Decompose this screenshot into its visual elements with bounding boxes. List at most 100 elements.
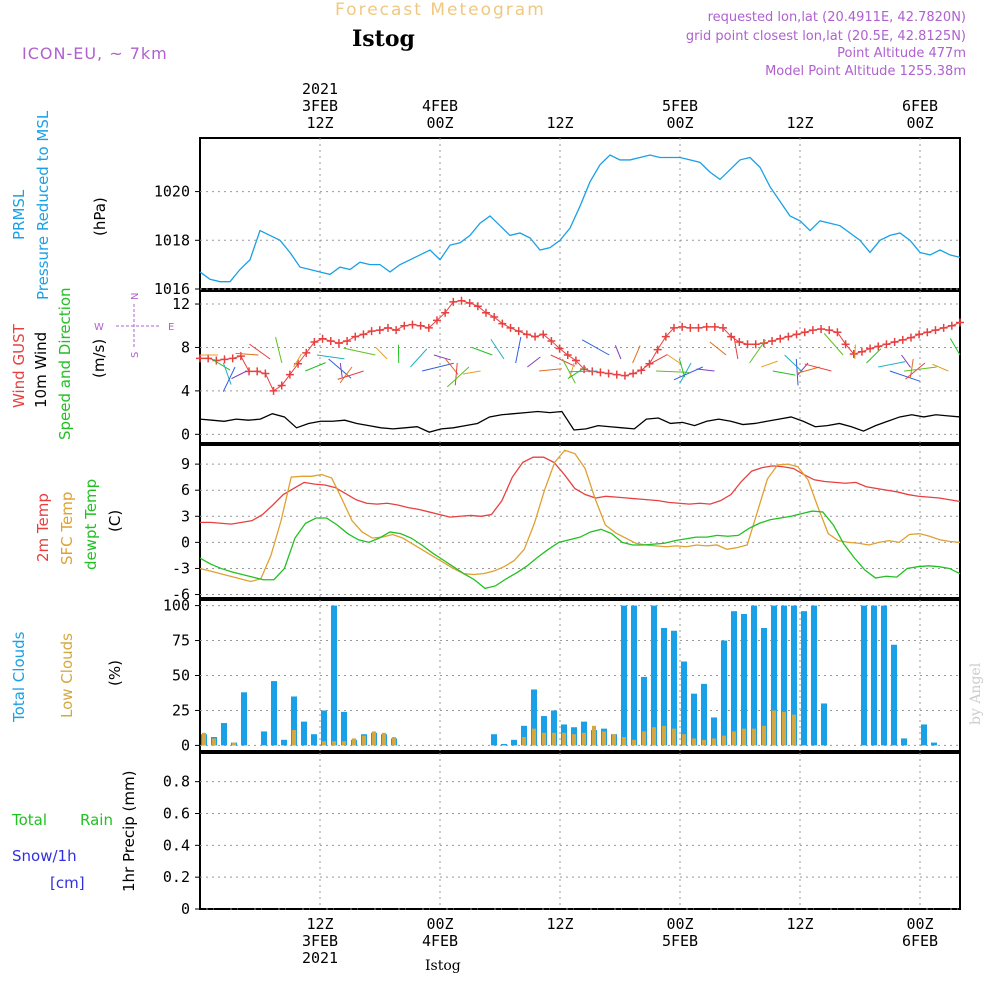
low-cloud-bar xyxy=(622,737,626,746)
wind-arrow xyxy=(709,341,727,356)
temp2m-line xyxy=(200,456,961,525)
gust-line xyxy=(200,300,961,392)
total-cloud-bar xyxy=(311,734,317,746)
wind-arrow xyxy=(490,338,505,360)
forecast-title: Forecast Meteogram xyxy=(335,0,546,20)
top-time-label: 5FEB xyxy=(662,97,698,115)
wind-arrow xyxy=(772,370,796,376)
compass-w: W xyxy=(94,322,104,333)
low-cloud-bar xyxy=(592,725,596,746)
gust-marker xyxy=(792,330,801,339)
wind-arrow xyxy=(878,361,906,368)
cloud-low-label: Low Clouds xyxy=(58,633,76,718)
compass-n: N xyxy=(130,293,141,300)
total-cloud-bar xyxy=(281,739,287,746)
gust-marker xyxy=(931,326,940,335)
wind-arrow xyxy=(343,347,376,356)
low-cloud-bar xyxy=(782,711,786,746)
low-cloud-bar xyxy=(722,735,726,746)
total-cloud-bar xyxy=(741,613,747,746)
wind-gust-label: Wind GUST xyxy=(10,323,28,408)
low-cloud-bar xyxy=(582,732,586,746)
low-cloud-bar xyxy=(602,731,606,746)
wind-arrow xyxy=(823,333,844,356)
wind-arrow xyxy=(275,336,283,364)
total-cloud-bar xyxy=(651,605,657,746)
total-cloud-bar xyxy=(801,611,807,746)
low-cloud-bar xyxy=(522,737,526,746)
total-cloud-bar xyxy=(771,605,777,746)
wind-arrow xyxy=(761,360,778,368)
total-cloud-bar xyxy=(761,627,767,746)
total-cloud-bar xyxy=(861,605,867,746)
gust-marker xyxy=(473,302,482,311)
gust-marker xyxy=(849,349,858,358)
gust-marker xyxy=(465,298,474,307)
total-cloud-bar xyxy=(751,605,757,746)
gust-marker xyxy=(522,330,531,339)
gust-marker xyxy=(400,321,409,330)
gust-marker xyxy=(637,366,646,375)
gust-marker xyxy=(947,321,956,330)
wind-arrow xyxy=(462,370,481,375)
wind-arrow xyxy=(235,352,259,356)
wind-arrow xyxy=(903,366,937,372)
total-cloud-bar xyxy=(681,661,687,746)
gust-marker xyxy=(776,334,785,343)
gust-marker xyxy=(784,332,793,341)
y-tick-label: 25 xyxy=(172,701,190,719)
low-cloud-bar xyxy=(712,738,716,746)
total-cloud-bar xyxy=(661,627,667,746)
wind-arrow xyxy=(655,370,689,373)
gust-marker xyxy=(269,386,278,395)
bottom-time-label: 5FEB xyxy=(662,932,698,950)
gust-marker xyxy=(604,369,613,378)
total-cloud-bar xyxy=(791,605,797,746)
wind-arrow xyxy=(784,354,803,373)
low-cloud-bar xyxy=(762,725,766,746)
gust-marker xyxy=(514,327,523,336)
wind-unit: (m/s) xyxy=(90,339,108,378)
bottom-time-label: 4FEB xyxy=(422,932,458,950)
gust-marker xyxy=(612,370,621,379)
cloud-total-label: Total Clouds xyxy=(10,631,28,723)
gust-marker xyxy=(939,323,948,332)
gust-marker xyxy=(196,354,204,363)
total-cloud-bar xyxy=(641,676,647,746)
total-cloud-bar xyxy=(291,696,297,746)
top-time-label: 6FEB xyxy=(902,97,938,115)
total-cloud-bar xyxy=(331,605,337,746)
top-time-label: 00Z xyxy=(666,114,693,132)
gust-marker xyxy=(253,367,262,376)
top-time-label: 00Z xyxy=(906,114,933,132)
wind-arrow xyxy=(339,366,353,384)
gust-marker xyxy=(678,322,687,331)
total-cloud-bar xyxy=(241,692,247,746)
top-time-label: 12Z xyxy=(786,114,813,132)
low-cloud-bar xyxy=(562,732,566,746)
wind-10m-label: 10m Wind xyxy=(32,332,50,408)
wind-arrow xyxy=(527,356,541,368)
gust-marker xyxy=(874,342,883,351)
y-tick-label: 0.2 xyxy=(163,868,190,886)
y-tick-label: 50 xyxy=(172,667,190,685)
low-cloud-bar xyxy=(542,732,546,746)
wind-arrow xyxy=(614,345,622,360)
low-cloud-bar xyxy=(552,732,556,746)
gust-marker xyxy=(318,334,327,343)
wind-arrow xyxy=(889,370,921,382)
low-cloud-bar xyxy=(382,732,386,746)
gust-marker xyxy=(539,330,548,339)
low-cloud-bar xyxy=(732,731,736,746)
low-cloud-bar xyxy=(372,731,376,746)
top-time-label: 2021 xyxy=(302,80,338,98)
gust-marker xyxy=(915,330,924,339)
y-tick-label: 0.4 xyxy=(163,836,190,854)
y-tick-label: 100 xyxy=(163,597,190,615)
gust-marker xyxy=(563,351,572,360)
low-cloud-bar xyxy=(342,741,346,746)
gust-marker xyxy=(653,345,662,354)
gust-marker xyxy=(743,340,752,349)
total-cloud-bar xyxy=(931,742,937,746)
gust-marker xyxy=(710,322,719,331)
